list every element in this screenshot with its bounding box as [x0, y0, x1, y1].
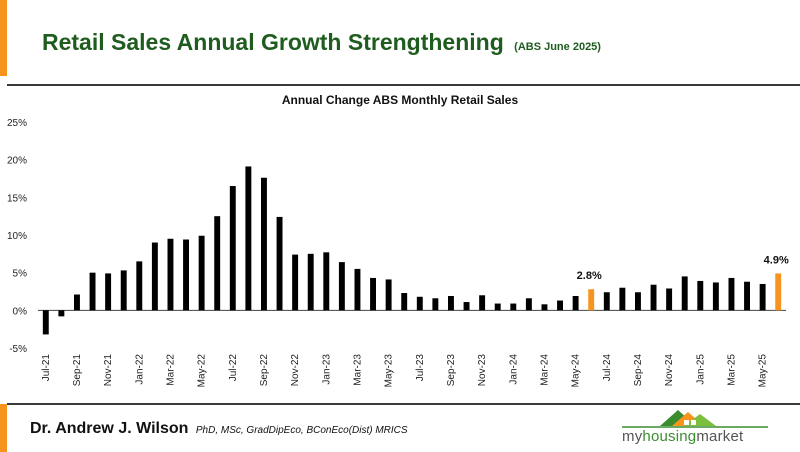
bar-jul-23 — [416, 296, 423, 311]
bar-nov-21 — [105, 273, 112, 311]
bar-aug-24 — [619, 287, 626, 311]
page-subtitle: (ABS June 2025) — [514, 41, 601, 53]
bar-jun-23 — [401, 293, 408, 311]
x-tick-label: Sep-21 — [72, 354, 83, 387]
bar-jul-21 — [42, 310, 49, 335]
bar-mar-25 — [728, 277, 735, 311]
y-tick-label: 5% — [13, 269, 28, 280]
bar-may-24 — [572, 296, 579, 311]
bar-jan-24 — [510, 303, 517, 311]
bar-sep-22 — [261, 177, 267, 311]
bar-dec-22 — [307, 253, 314, 311]
x-tick-label: Sep-24 — [633, 354, 644, 387]
x-tick-label: Mar-22 — [165, 354, 176, 386]
bar-oct-23 — [463, 302, 470, 311]
x-tick-label: Nov-23 — [477, 354, 488, 387]
bar-apr-22 — [183, 239, 189, 311]
bar-jul-22 — [229, 186, 236, 311]
bar-sep-24 — [635, 292, 641, 311]
author-name: Dr. Andrew J. Wilson — [30, 420, 189, 437]
bar-nov-24 — [666, 288, 673, 311]
logo-word-housing: housing — [642, 428, 697, 445]
header-divider — [7, 84, 800, 86]
myhousingmarket-logo: myhousingmarket — [620, 404, 770, 450]
y-tick-label: 15% — [7, 193, 27, 204]
bar-jan-25 — [697, 280, 704, 311]
bar-sep-23 — [448, 296, 454, 311]
x-tick-label: Nov-22 — [290, 354, 301, 387]
x-tick-label: May-25 — [758, 354, 769, 388]
author-signature: Dr. Andrew J. Wilson PhD, MSc, GradDipEc… — [30, 420, 408, 438]
bar-jan-23 — [323, 252, 330, 311]
x-tick-label: Sep-23 — [446, 354, 457, 387]
bar-jul-24 — [603, 292, 610, 311]
bar-mar-22 — [167, 238, 174, 311]
logo-wordmark: myhousingmarket — [622, 428, 743, 445]
bar-jun-25 — [775, 273, 782, 311]
bar-mar-24 — [541, 304, 548, 311]
bar-dec-21 — [120, 270, 127, 311]
x-tick-label: Jan-25 — [695, 354, 706, 385]
x-tick-label: May-24 — [571, 354, 582, 388]
bar-may-25 — [759, 283, 766, 311]
x-tick-label: Mar-25 — [726, 354, 737, 386]
bar-jun-22 — [214, 216, 221, 311]
x-tick-label: Jan-24 — [508, 354, 519, 385]
retail-sales-chart: Annual Change ABS Monthly Retail Sales -… — [7, 93, 789, 388]
bar-oct-21 — [89, 272, 96, 311]
bar-may-22 — [198, 235, 205, 311]
data-label: 4.9% — [764, 254, 789, 266]
bar-dec-24 — [681, 276, 688, 311]
bar-feb-22 — [151, 242, 158, 311]
logo-word-market: market — [696, 428, 744, 445]
x-tick-label: May-22 — [197, 354, 208, 388]
bar-jan-22 — [136, 261, 143, 311]
y-tick-label: -5% — [9, 344, 27, 355]
x-tick-label: Jul-24 — [602, 354, 613, 382]
y-tick-label: 0% — [13, 306, 28, 317]
footer-divider — [7, 403, 800, 405]
x-tick-label: Mar-23 — [352, 354, 363, 386]
chart-title: Annual Change ABS Monthly Retail Sales — [282, 93, 519, 107]
bar-may-23 — [385, 279, 392, 311]
x-tick-label: Nov-24 — [664, 354, 675, 387]
bar-feb-24 — [525, 298, 532, 311]
bar-aug-22 — [245, 166, 252, 311]
bar-apr-25 — [744, 281, 750, 311]
bar-apr-24 — [557, 300, 563, 311]
x-tick-label: Jul-22 — [228, 354, 239, 382]
bar-aug-23 — [432, 298, 439, 311]
bar-nov-23 — [479, 295, 486, 311]
house-roof-icon — [622, 410, 768, 428]
author-credentials: PhD, MSc, GradDipEco, BConEco(Dist) MRIC… — [195, 425, 408, 436]
x-tick-label: Nov-21 — [103, 354, 114, 387]
y-tick-label: 20% — [7, 156, 27, 167]
y-tick-label: 25% — [7, 118, 27, 129]
bar-oct-24 — [650, 284, 657, 311]
x-tick-label: Jan-22 — [134, 354, 145, 385]
page-title-text: Retail Sales Annual Growth Strengthening — [42, 29, 504, 55]
bar-oct-22 — [276, 216, 283, 311]
bar-nov-22 — [292, 254, 299, 311]
bar-dec-23 — [494, 303, 501, 311]
bar-apr-23 — [370, 277, 376, 311]
bar-feb-25 — [712, 282, 719, 311]
x-tick-label: May-23 — [384, 354, 395, 388]
x-tick-label: Mar-24 — [539, 354, 550, 386]
x-tick-label: Jul-21 — [41, 354, 52, 382]
x-tick-label: Sep-22 — [259, 354, 270, 387]
accent-bar-bottom — [0, 404, 7, 452]
page-title: Retail Sales Annual Growth Strengthening… — [42, 29, 601, 56]
accent-bar-top — [0, 0, 7, 76]
bar-sep-21 — [74, 294, 80, 311]
bar-aug-21 — [58, 310, 65, 317]
data-label: 2.8% — [577, 270, 602, 282]
bar-feb-23 — [338, 262, 345, 311]
logo-word-my: my — [622, 428, 643, 445]
y-tick-label: 10% — [7, 231, 27, 242]
x-tick-label: Jan-23 — [321, 354, 332, 385]
x-tick-label: Jul-23 — [415, 354, 426, 382]
bar-jun-24 — [588, 289, 595, 311]
bar-mar-23 — [354, 268, 361, 311]
